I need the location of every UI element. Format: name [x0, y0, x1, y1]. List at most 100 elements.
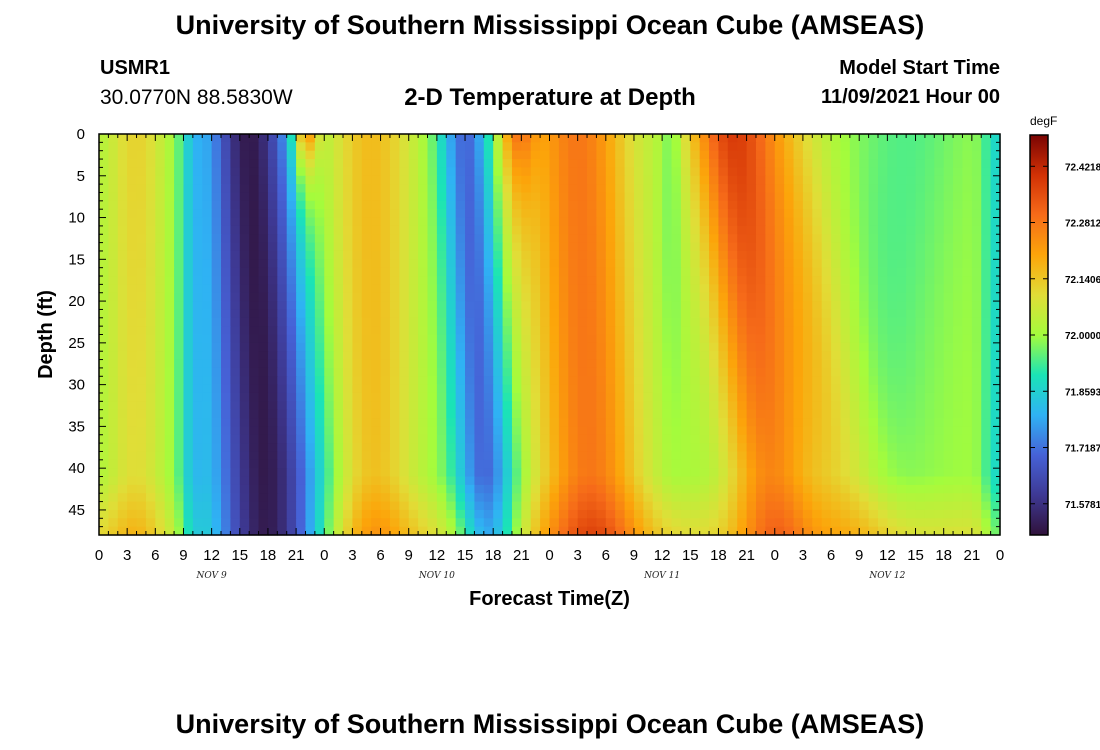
- heatmap-cell: [381, 184, 391, 193]
- heatmap-cell: [540, 218, 550, 227]
- heatmap-cell: [474, 318, 484, 327]
- heatmap-cell: [399, 226, 409, 235]
- heatmap-cell: [343, 251, 353, 260]
- heatmap-cell: [343, 293, 353, 302]
- heatmap-cell: [784, 393, 794, 402]
- heatmap-cell: [362, 184, 372, 193]
- heatmap-cell: [615, 243, 625, 252]
- heatmap-cell: [155, 284, 165, 293]
- heatmap-cell: [108, 251, 118, 260]
- heatmap-cell: [474, 326, 484, 335]
- heatmap-cell: [456, 376, 466, 385]
- heatmap-cell: [878, 209, 888, 218]
- heatmap-cell: [446, 385, 456, 394]
- heatmap-cell: [137, 309, 147, 318]
- heatmap-cell: [418, 351, 428, 360]
- heatmap-cell: [437, 376, 447, 385]
- heatmap-cell: [869, 468, 879, 477]
- heatmap-cell: [775, 502, 785, 511]
- heatmap-cell: [681, 167, 691, 176]
- heatmap-cell: [474, 259, 484, 268]
- heatmap-cell: [212, 309, 222, 318]
- heatmap-cell: [249, 218, 259, 227]
- heatmap-cell: [596, 443, 606, 452]
- y-tick-label: 20: [68, 293, 85, 310]
- heatmap-cell: [850, 410, 860, 419]
- heatmap-cell: [287, 385, 297, 394]
- heatmap-cell: [596, 226, 606, 235]
- heatmap-cell: [212, 268, 222, 277]
- heatmap-cell: [672, 510, 682, 519]
- heatmap-cell: [587, 360, 597, 369]
- heatmap-cell: [155, 276, 165, 285]
- heatmap-cell: [606, 351, 616, 360]
- heatmap-cell: [456, 401, 466, 410]
- heatmap-cell: [427, 485, 437, 494]
- heatmap-cell: [137, 376, 147, 385]
- heatmap-cell: [540, 192, 550, 201]
- heatmap-cell: [794, 510, 804, 519]
- heatmap-cell: [240, 243, 250, 252]
- heatmap-cell: [794, 234, 804, 243]
- heatmap-cell: [427, 468, 437, 477]
- heatmap-cell: [559, 368, 569, 377]
- heatmap-cell: [991, 134, 1001, 143]
- heatmap-cell: [108, 502, 118, 511]
- heatmap-cell: [343, 201, 353, 210]
- heatmap-cell: [390, 493, 400, 502]
- heatmap-cell: [916, 510, 926, 519]
- heatmap-cell: [427, 318, 437, 327]
- heatmap-cell: [765, 343, 775, 352]
- heatmap-cell: [512, 410, 522, 419]
- heatmap-cell: [737, 335, 747, 344]
- heatmap-cell: [371, 518, 381, 527]
- heatmap-cell: [887, 151, 897, 160]
- heatmap-cell: [362, 251, 372, 260]
- heatmap-cell: [221, 192, 231, 201]
- heatmap-cell: [925, 502, 935, 511]
- heatmap-cell: [972, 460, 982, 469]
- heatmap-cell: [859, 376, 869, 385]
- heatmap-cell: [559, 251, 569, 260]
- heatmap-cell: [700, 251, 710, 260]
- heatmap-cell: [906, 368, 916, 377]
- heatmap-cell: [155, 159, 165, 168]
- heatmap-cell: [324, 176, 334, 185]
- heatmap-cell: [643, 418, 653, 427]
- heatmap-cell: [456, 301, 466, 310]
- heatmap-cell: [953, 518, 963, 527]
- heatmap-cell: [850, 326, 860, 335]
- heatmap-cell: [230, 493, 240, 502]
- heatmap-cell: [427, 393, 437, 402]
- heatmap-cell: [484, 502, 494, 511]
- heatmap-cell: [615, 176, 625, 185]
- heatmap-cell: [277, 343, 287, 352]
- heatmap-cell: [259, 234, 269, 243]
- heatmap-cell: [775, 477, 785, 486]
- heatmap-cell: [240, 351, 250, 360]
- heatmap-cell: [812, 293, 822, 302]
- heatmap-cell: [690, 518, 700, 527]
- heatmap-cell: [474, 360, 484, 369]
- heatmap-cell: [512, 184, 522, 193]
- heatmap-cell: [962, 142, 972, 151]
- heatmap-cell: [728, 376, 738, 385]
- heatmap-cell: [296, 510, 306, 519]
- heatmap-cell: [352, 435, 362, 444]
- heatmap-cell: [259, 251, 269, 260]
- heatmap-cell: [249, 159, 259, 168]
- heatmap-cell: [690, 268, 700, 277]
- heatmap-cell: [653, 259, 663, 268]
- heatmap-cell: [446, 360, 456, 369]
- heatmap-cell: [324, 151, 334, 160]
- heatmap-cell: [521, 284, 531, 293]
- heatmap-cell: [765, 234, 775, 243]
- heatmap-cell: [399, 176, 409, 185]
- heatmap-cell: [268, 151, 278, 160]
- heatmap-cell: [784, 151, 794, 160]
- heatmap-cell: [596, 468, 606, 477]
- heatmap-cell: [259, 167, 269, 176]
- heatmap-cell: [737, 276, 747, 285]
- heatmap-cell: [193, 426, 203, 435]
- heatmap-cell: [381, 301, 391, 310]
